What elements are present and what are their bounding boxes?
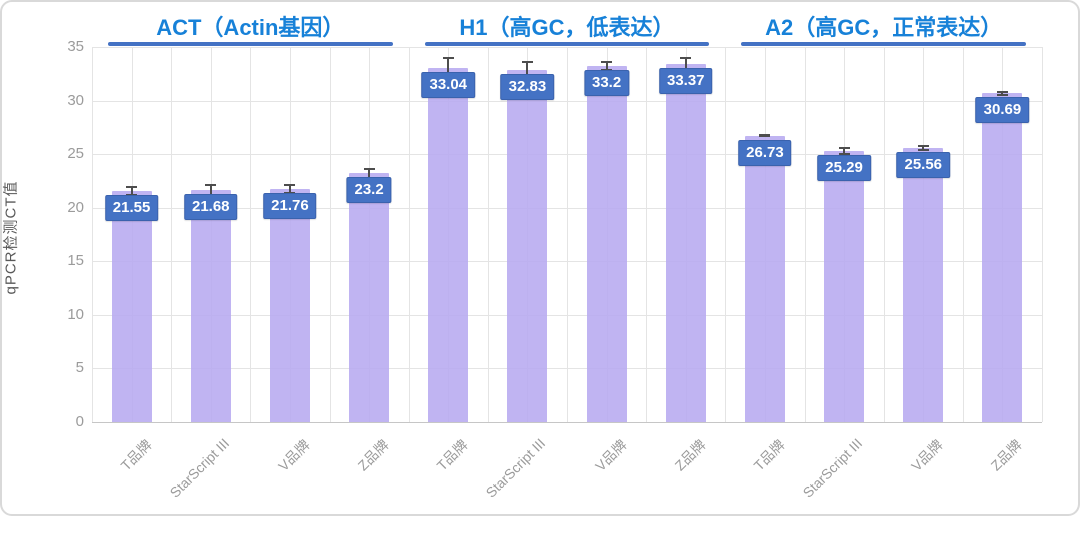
plot-area: qPCR检测CT值 0 5 10 15 20 25 30 35 ACT（Actin基因） 21.5…: [2, 2, 1078, 514]
error-bar-cap: [918, 145, 929, 147]
error-bar-cap: [918, 149, 929, 151]
y-tick-label: 35: [44, 39, 84, 55]
data-label: 32.83: [501, 74, 555, 100]
x-gridline: [330, 47, 331, 422]
data-label: 33.37: [659, 68, 713, 94]
x-gridline: [725, 47, 726, 422]
y-tick-label: 10: [44, 307, 84, 323]
group-underline: [741, 42, 1026, 46]
bar: [507, 70, 547, 422]
error-bar-cap: [126, 186, 137, 188]
error-bar-cap: [364, 168, 375, 170]
y-gridline: [92, 422, 1042, 423]
error-bar-cap: [522, 61, 533, 63]
error-bar-cap: [284, 184, 295, 186]
group-underline: [108, 42, 393, 46]
bar: [349, 173, 389, 422]
bar: [982, 93, 1022, 422]
x-gridline: [805, 47, 806, 422]
error-bar-cap: [759, 135, 770, 137]
chart-card: qPCR检测CT值 0 5 10 15 20 25 30 35 ACT（Actin基因） 21.5…: [0, 0, 1080, 516]
data-label: 21.68: [184, 194, 238, 220]
y-tick-label: 20: [44, 200, 84, 216]
bar: [587, 66, 627, 422]
x-gridline: [963, 47, 964, 422]
x-gridline: [567, 47, 568, 422]
error-bar: [759, 134, 770, 137]
x-gridline: [409, 47, 410, 422]
data-label: 23.2: [346, 177, 391, 203]
group-header: A2（高GC，正常表达）: [725, 10, 1042, 42]
bar: [270, 189, 310, 422]
y-tick-label: 0: [44, 414, 84, 430]
error-bar-cap: [601, 61, 612, 63]
data-label: 21.55: [105, 195, 159, 221]
bar: [666, 64, 706, 422]
bar: [428, 68, 468, 422]
data-label: 25.29: [817, 155, 871, 181]
error-bar-cap: [205, 184, 216, 186]
bar: [824, 151, 864, 422]
error-bar-cap: [997, 91, 1008, 93]
bar: [112, 191, 152, 422]
x-gridline: [1042, 47, 1043, 422]
error-bar-cap: [680, 57, 691, 59]
data-label: 30.69: [976, 97, 1030, 123]
x-gridline: [488, 47, 489, 422]
data-label: 26.73: [738, 140, 792, 166]
bar: [745, 136, 785, 422]
data-label: 21.76: [263, 193, 317, 219]
bar: [191, 190, 231, 422]
group-underline: [425, 42, 710, 46]
group-header: H1（高GC，低表达）: [409, 10, 726, 42]
y-axis-title: qPCR检测CT值: [0, 168, 21, 308]
bar: [903, 148, 943, 422]
y-tick-label: 5: [44, 360, 84, 376]
y-tick-label: 30: [44, 93, 84, 109]
error-bar-cap: [839, 147, 850, 149]
data-label: 33.04: [421, 72, 475, 98]
data-label: 25.56: [896, 152, 950, 178]
x-gridline: [171, 47, 172, 422]
x-gridline: [250, 47, 251, 422]
y-tick-label: 15: [44, 253, 84, 269]
x-gridline: [646, 47, 647, 422]
x-gridline: [92, 47, 93, 422]
error-bar-cap: [997, 94, 1008, 96]
data-label: 33.2: [584, 70, 629, 96]
error-bar: [918, 145, 929, 150]
error-bar-cap: [443, 57, 454, 59]
error-bar: [997, 91, 1008, 96]
y-tick-label: 25: [44, 146, 84, 162]
group-header: ACT（Actin基因）: [92, 10, 409, 42]
x-gridline: [884, 47, 885, 422]
error-bar: [839, 147, 850, 155]
